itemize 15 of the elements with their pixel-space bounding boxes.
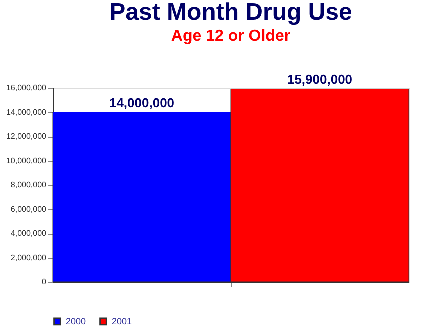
y-tick-label: 16,000,000: [6, 84, 48, 92]
y-tick-label: 8,000,000: [10, 180, 48, 190]
y-tick-label: 10,000,000: [6, 156, 48, 166]
y-tick-label: 12,000,000: [6, 132, 48, 141]
y-tick-label: 2,000,000: [10, 253, 48, 262]
data-label: 15,900,000: [287, 72, 353, 88]
chart-subtitle: Age 12 or Older: [171, 28, 291, 46]
y-tick-label: 0: [42, 278, 48, 286]
y-tick-label: 14,000,000: [6, 108, 48, 117]
y-tick-label: 4,000,000: [10, 229, 48, 238]
legend-label: 2000: [66, 316, 86, 327]
y-tick-label: 6,000,000: [10, 204, 48, 214]
legend-label: 2001: [112, 316, 132, 327]
chart-title: Past Month Drug Use: [110, 0, 352, 26]
data-label: 14,000,000: [109, 95, 175, 110]
